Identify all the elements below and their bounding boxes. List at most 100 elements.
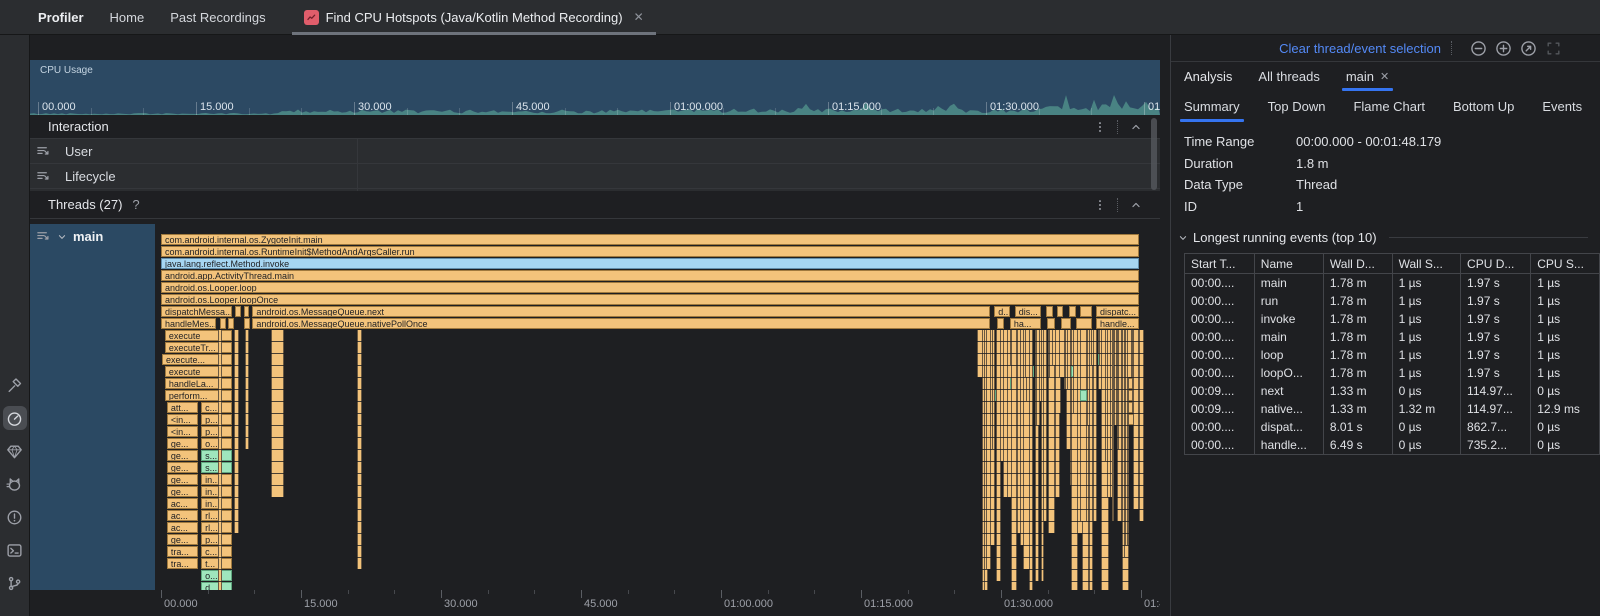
call-frame[interactable]: java.lang.reflect.Method.invoke	[161, 258, 1139, 269]
track-row-user[interactable]: User	[30, 139, 1160, 164]
call-frame[interactable]: ge...	[166, 462, 199, 473]
zoom-out-button[interactable]	[1469, 39, 1487, 57]
call-frame[interactable]: ac...	[166, 522, 199, 533]
call-frame[interactable]: in...	[201, 498, 233, 509]
call-frame[interactable]: rl...	[201, 510, 233, 521]
call-chart[interactable]: com.android.internal.os.ZygoteInit.main c…	[161, 234, 1145, 590]
event-row[interactable]: 00:09.... native... 1.33 m 1.32 m 114.97... 1…	[1184, 400, 1600, 418]
call-frame[interactable]: android.os.MessageQueue.next	[252, 306, 991, 317]
column-header[interactable]: CPU S...	[1530, 253, 1600, 274]
call-frame[interactable]: ha...	[1009, 318, 1042, 329]
call-frame[interactable]: s...	[201, 462, 233, 473]
call-frame[interactable]: dispatchMessa...	[161, 306, 233, 317]
call-frame[interactable]: handleLa...	[164, 378, 233, 389]
tab-close-icon[interactable]: ✕	[1380, 71, 1390, 83]
interaction-menu-icon[interactable]	[1092, 119, 1108, 135]
subtab-top-down[interactable]: Top Down	[1268, 91, 1326, 122]
zoom-in-button[interactable]	[1494, 39, 1512, 57]
tab-close-icon[interactable]: ✕	[633, 10, 644, 24]
thread-expand-icon[interactable]	[56, 231, 68, 243]
call-frame[interactable]: p...	[201, 534, 233, 545]
column-header[interactable]: Wall S...	[1392, 253, 1462, 274]
call-frame[interactable]: o...	[201, 570, 233, 581]
call-frame[interactable]: handleMes...	[161, 318, 216, 329]
call-frame[interactable]: execute	[164, 366, 233, 377]
column-header[interactable]: CPU D...	[1460, 253, 1532, 274]
track-row-lifecycle[interactable]: Lifecycle	[30, 164, 1160, 189]
call-frame[interactable]: ge...	[166, 450, 199, 461]
column-header[interactable]: Name	[1254, 253, 1324, 274]
call-frame[interactable]: ge...	[166, 474, 199, 485]
subtab-summary[interactable]: Summary	[1180, 91, 1244, 122]
call-frame[interactable]: handle...	[1096, 318, 1139, 329]
clear-selection-link[interactable]: Clear thread/event selection	[1279, 40, 1441, 56]
zoom-to-selection-button[interactable]	[1544, 39, 1562, 57]
call-frame[interactable]: t...	[201, 558, 233, 569]
call-frame[interactable]: <in...	[166, 426, 199, 437]
call-frame[interactable]: android.os.MessageQueue.nativePollOnce	[252, 318, 991, 329]
call-frame[interactable]: ge...	[166, 534, 199, 545]
call-frame[interactable]: p...	[201, 426, 233, 437]
call-frame[interactable]: tra...	[166, 558, 199, 569]
rail-hammer-icon[interactable]	[3, 373, 27, 397]
interaction-collapse-icon[interactable]	[1128, 119, 1144, 135]
call-frame[interactable]: execute...	[162, 354, 233, 365]
subtab-events[interactable]: Events	[1542, 91, 1582, 122]
subtab-bottom-up[interactable]: Bottom Up	[1453, 91, 1514, 122]
threads-menu-icon[interactable]	[1092, 197, 1108, 213]
call-frame[interactable]: execute	[164, 330, 233, 341]
column-header[interactable]: Start T...	[1184, 253, 1255, 274]
call-frame[interactable]: d...	[201, 582, 233, 590]
call-frame[interactable]: s...	[201, 450, 233, 461]
call-frame[interactable]: att...	[166, 402, 199, 413]
call-frame[interactable]: in...	[201, 474, 233, 485]
reset-zoom-button[interactable]	[1519, 39, 1537, 57]
call-frame[interactable]: c...	[201, 402, 233, 413]
longest-events-header[interactable]: Longest running events (top 10)	[1177, 230, 1588, 245]
rail-problems-icon[interactable]	[3, 505, 27, 529]
call-frame[interactable]: dis...	[1014, 306, 1042, 317]
threads-help-icon[interactable]: ?	[132, 197, 140, 212]
call-frame[interactable]: ge...	[166, 438, 199, 449]
call-frame[interactable]: in...	[201, 486, 233, 497]
rail-profiler-gauge-icon[interactable]	[2, 406, 27, 430]
tab-find-cpu-hotspots[interactable]: Find CPU Hotspots (Java/Kotlin Method Re…	[291, 0, 656, 35]
section-chevron-icon[interactable]	[1177, 232, 1189, 244]
call-frame[interactable]: ac...	[166, 510, 199, 521]
call-frame[interactable]: tra...	[166, 546, 199, 557]
topbar-item-past-recordings[interactable]: Past Recordings	[170, 9, 266, 25]
topbar-item-home[interactable]: Home	[109, 9, 145, 25]
rail-version-control-icon[interactable]	[3, 571, 27, 595]
call-frame[interactable]: dispatc...	[1096, 306, 1139, 317]
call-frame[interactable]: com.android.internal.os.ZygoteInit.main	[161, 234, 1139, 245]
column-header[interactable]: Wall D...	[1323, 253, 1393, 274]
call-frame[interactable]: android.os.Looper.loopOnce	[161, 294, 1139, 305]
call-frame[interactable]: perform...	[164, 390, 233, 401]
call-frame[interactable]: executeTr...	[164, 342, 233, 353]
cpu-usage-track[interactable]: CPU Usage 00.000 15.000 30.000 45.000 01:00.…	[30, 60, 1160, 115]
call-frame[interactable]: p...	[201, 414, 233, 425]
threads-collapse-icon[interactable]	[1128, 197, 1144, 213]
call-frame[interactable]: ge...	[166, 486, 199, 497]
rail-logcat-cat-icon[interactable]	[3, 472, 27, 496]
analysis-tab-all-threads[interactable]: All threads	[1258, 62, 1319, 91]
call-frame[interactable]: android.app.ActivityThread.main	[161, 270, 1139, 281]
call-frame[interactable]: com.android.internal.os.RuntimeInit$Meth…	[161, 246, 1139, 257]
call-frame[interactable]: ac...	[166, 498, 199, 509]
call-frame[interactable]: rl...	[201, 522, 233, 533]
subtab-flame-chart[interactable]: Flame Chart	[1353, 91, 1425, 122]
call-frame[interactable]: <in...	[166, 414, 199, 425]
call-frame[interactable]: d...	[994, 306, 1010, 317]
call-frame[interactable]: c...	[201, 546, 233, 557]
call-frame[interactable]: o...	[201, 438, 233, 449]
call-frame[interactable]: android.os.Looper.loop	[161, 282, 1139, 293]
vertical-scrollbar-thumb[interactable]	[1151, 118, 1157, 190]
